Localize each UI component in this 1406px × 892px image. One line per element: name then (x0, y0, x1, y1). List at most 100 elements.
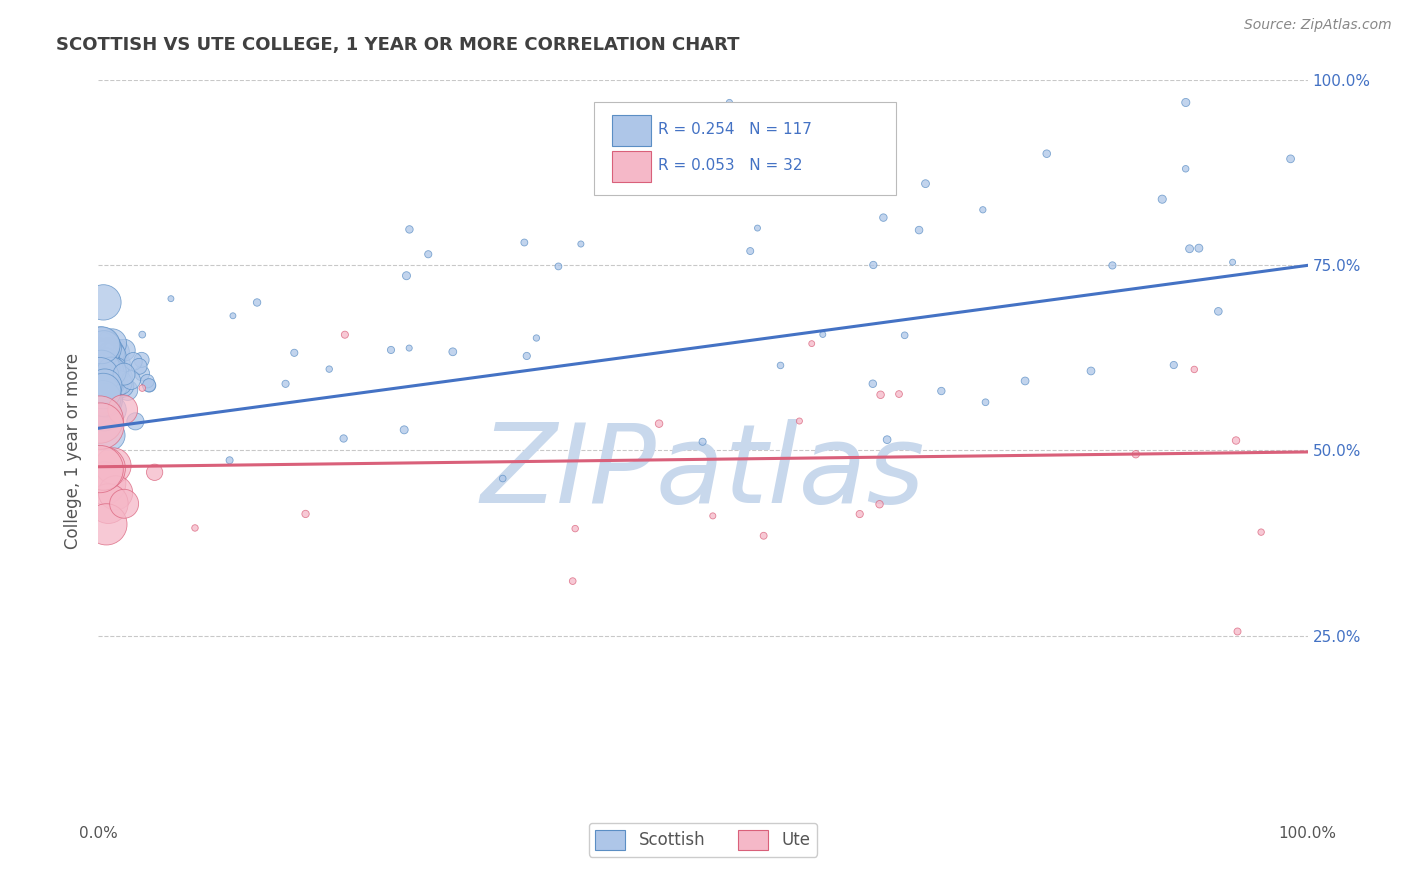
Point (380, 343, 402, 357)
Point (740, 244, 762, 258)
Point (872, 211, 894, 225)
Point (1014, 374, 1036, 388)
Point (96, 348, 118, 362)
Point (90, 363, 112, 377)
Point (90, 352, 112, 367)
Point (97, 366, 120, 380)
Point (89, 390, 111, 404)
Point (395, 268, 418, 283)
Point (752, 529, 775, 543)
Point (131, 367, 153, 381)
Text: R = 0.254   N = 117: R = 0.254 N = 117 (658, 122, 813, 137)
Point (143, 465, 166, 479)
Point (89, 343, 111, 358)
Point (441, 344, 464, 359)
Point (718, 95, 741, 110)
Point (97, 497, 120, 511)
Point (492, 471, 515, 485)
Point (103, 377, 125, 392)
Point (101, 458, 124, 473)
FancyBboxPatch shape (595, 103, 897, 195)
Point (274, 376, 297, 391)
Point (89, 376, 111, 391)
Y-axis label: College, 1 year or more: College, 1 year or more (65, 352, 83, 549)
Point (90, 389, 112, 403)
Point (111, 379, 134, 393)
Point (124, 414, 146, 428)
Point (122, 354, 145, 368)
Point (811, 327, 834, 342)
Point (117, 384, 139, 398)
Point (89, 412, 111, 426)
Point (93, 407, 115, 421)
Point (93, 295, 115, 310)
Point (218, 453, 240, 467)
Point (100, 365, 122, 379)
Point (131, 381, 153, 395)
Point (318, 362, 340, 376)
Point (90, 362, 112, 376)
Point (513, 235, 536, 250)
Point (138, 378, 160, 392)
Point (862, 376, 884, 391)
Point (860, 177, 883, 191)
Point (862, 258, 884, 272)
Point (547, 260, 569, 274)
Point (1208, 304, 1230, 318)
Point (91, 375, 114, 389)
Point (105, 345, 128, 359)
Point (93, 341, 115, 355)
Point (869, 497, 891, 511)
Point (1222, 255, 1244, 269)
Point (94, 379, 117, 393)
Point (93, 392, 115, 407)
Point (90, 351, 112, 365)
Point (128, 359, 150, 374)
Point (692, 434, 714, 449)
Point (1225, 434, 1247, 448)
Point (93, 476, 115, 491)
Point (93, 359, 115, 373)
Point (1250, 525, 1272, 540)
Point (98, 371, 121, 385)
Point (112, 497, 135, 511)
Point (392, 423, 415, 437)
Point (120, 373, 142, 387)
Point (648, 417, 671, 431)
Point (91, 384, 114, 398)
Point (1226, 624, 1249, 639)
Point (89, 387, 111, 401)
Point (112, 343, 135, 358)
Point (112, 367, 135, 381)
FancyBboxPatch shape (613, 151, 651, 182)
Point (789, 414, 811, 428)
Text: Source: ZipAtlas.com: Source: ZipAtlas.com (1244, 18, 1392, 32)
Point (1163, 358, 1185, 372)
Point (94, 390, 117, 404)
Point (1178, 242, 1201, 256)
Point (769, 359, 792, 373)
Point (972, 202, 994, 217)
Point (1035, 146, 1057, 161)
Text: R = 0.053   N = 32: R = 0.053 N = 32 (658, 158, 803, 173)
Point (90, 350, 112, 364)
Point (94, 394, 117, 409)
Point (100, 350, 122, 364)
Point (90, 338, 112, 352)
Point (98, 428, 121, 442)
Point (98, 376, 121, 390)
Point (1279, 152, 1302, 166)
Point (876, 433, 898, 447)
Point (93, 461, 115, 475)
Point (89, 462, 111, 476)
Point (89, 339, 111, 353)
Point (1101, 259, 1123, 273)
Point (516, 349, 538, 363)
Point (848, 507, 870, 521)
Point (974, 395, 997, 409)
Point (90, 361, 112, 376)
Point (294, 507, 316, 521)
Point (398, 222, 420, 236)
Point (561, 574, 583, 588)
Point (184, 521, 207, 535)
